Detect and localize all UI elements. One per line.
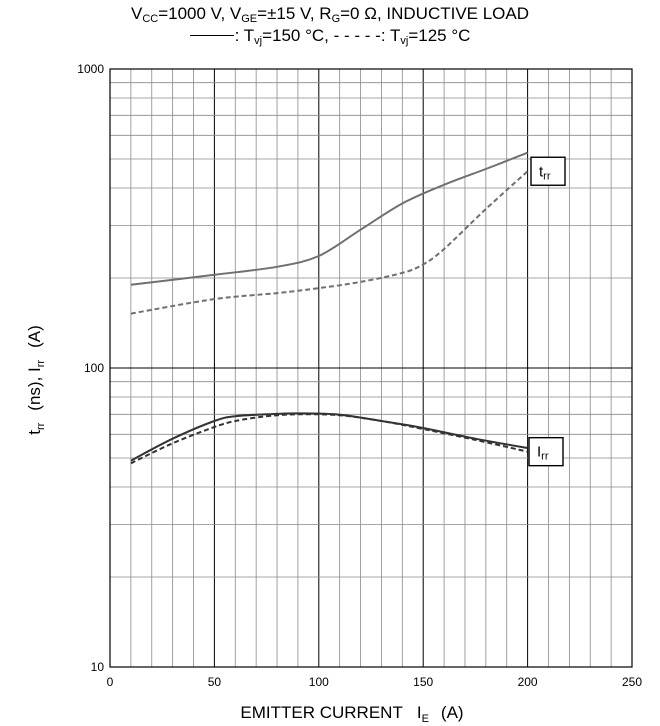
series-line-trr_125: [130, 170, 529, 315]
plot-frame: [109, 68, 633, 668]
title-b-sub: G: [331, 13, 341, 25]
legend-dashed-sub: vj: [400, 35, 409, 47]
x-tick-label: 50: [208, 675, 222, 689]
title-v: V: [130, 4, 143, 23]
title-v-sub: CC: [142, 13, 159, 25]
y-axis-mid: (ns), I: [25, 367, 44, 410]
series-label-sub: rr: [541, 451, 549, 463]
series-label-letter: I: [537, 444, 541, 461]
x-tick-label: 100: [309, 675, 329, 689]
legend-solid-sub: vj: [254, 35, 263, 47]
series-label-letter: t: [539, 163, 544, 180]
series-line-irr_150: [130, 412, 528, 462]
series-label-box-Irr: [528, 436, 564, 467]
title-b: =±15 V, R: [257, 4, 332, 23]
x-axis-symbol: I: [417, 703, 422, 722]
y-tick-label: 100: [84, 361, 104, 375]
y-axis-t: t: [25, 430, 44, 435]
legend-solid-sample: [189, 35, 234, 36]
series-label-trr: trr: [539, 163, 551, 182]
series-line-irr_125: [130, 413, 528, 465]
x-tick-label: 0: [107, 675, 114, 689]
series-label-Irr: Irr: [537, 444, 549, 463]
x-axis-symbol-sub: E: [422, 713, 429, 725]
y-axis-title: trr(ns), Irr(A): [25, 325, 47, 435]
x-tick-label: 150: [413, 675, 433, 689]
chart-grid: [110, 69, 632, 667]
title-a-sub: GE: [241, 13, 258, 25]
x-tick-label: 200: [518, 675, 538, 689]
x-axis-title-text: EMITTER CURRENT: [240, 703, 402, 722]
legend-solid-value: =150 °C,: [262, 26, 334, 45]
title-a: =1000 V, V: [158, 4, 242, 23]
y-tick-label: 10: [91, 660, 105, 674]
x-axis-title: EMITTER CURRENT IE (A): [240, 703, 463, 725]
legend-dashed-value: =125 °C: [408, 26, 471, 45]
legend-solid-label: : T: [234, 26, 255, 45]
y-axis-i-sub: rr: [35, 360, 47, 368]
legend-line: : Tvj=150 °C, - - - - -: Tvj=125 °C: [0, 26, 660, 47]
y-axis-t-sub: rr: [35, 422, 47, 430]
x-tick-labels: 0 50 100 150 200 250: [107, 675, 643, 689]
series-line-trr_150: [130, 151, 528, 286]
chart-title-conditions: VCC=1000 V, VGE=±15 V, RG=0 Ω, INDUCTIVE…: [0, 4, 660, 25]
x-axis-unit: (A): [441, 703, 464, 722]
series-label-box-trr: [530, 156, 566, 186]
series-label-sub: rr: [543, 170, 551, 182]
x-tick-label: 250: [622, 675, 642, 689]
chart-curves: [130, 151, 529, 465]
legend-dashed-label: - - - - -: T: [333, 26, 401, 45]
y-tick-label: 1000: [77, 62, 104, 76]
title-c: =0 Ω, INDUCTIVE LOAD: [340, 4, 530, 23]
chart-frame: [109, 68, 633, 668]
y-axis-unit: (A): [25, 325, 44, 348]
y-tick-labels: 10 100 1000: [77, 62, 104, 674]
